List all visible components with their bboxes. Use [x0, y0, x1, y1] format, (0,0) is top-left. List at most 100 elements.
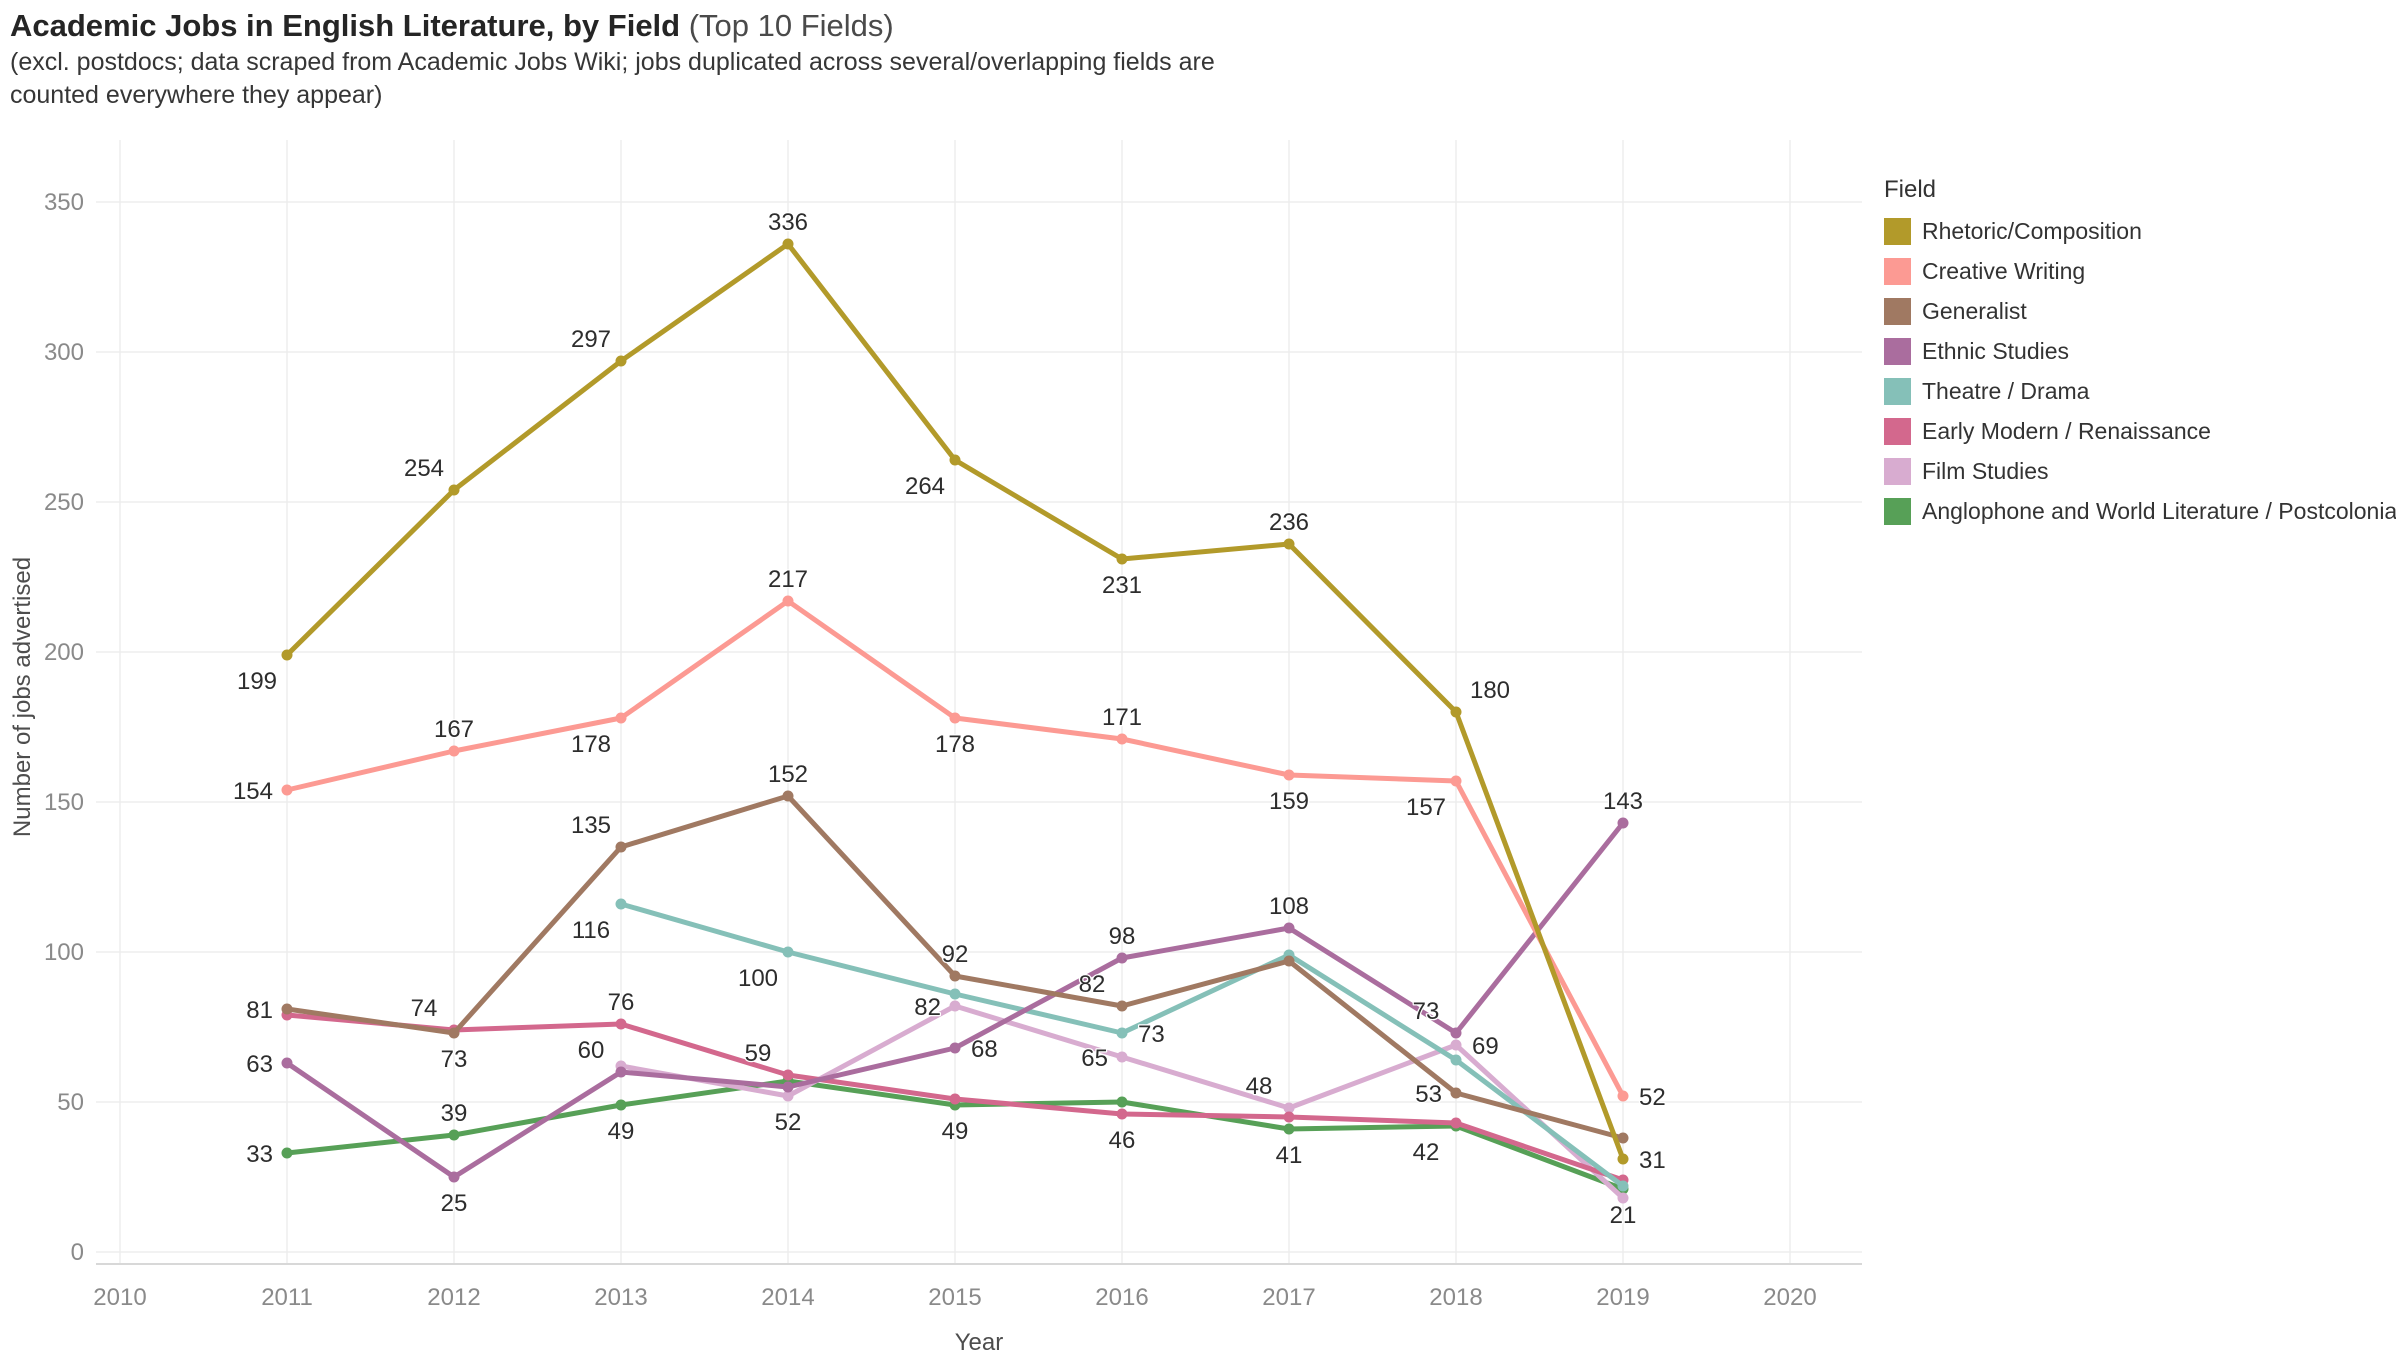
- data-point[interactable]: [949, 712, 961, 724]
- data-point[interactable]: [782, 1081, 794, 1093]
- data-label: 159: [1269, 788, 1309, 815]
- data-label: 49: [608, 1118, 635, 1145]
- data-point[interactable]: [1116, 1108, 1128, 1120]
- legend-item[interactable]: Film Studies: [1884, 458, 2394, 485]
- data-point[interactable]: [1116, 1096, 1128, 1108]
- data-label: 63: [246, 1051, 273, 1078]
- data-point[interactable]: [1450, 1054, 1462, 1066]
- y-tick-label: 200: [44, 639, 84, 666]
- data-point[interactable]: [281, 1057, 293, 1069]
- data-point[interactable]: [1450, 1027, 1462, 1039]
- data-label: 31: [1639, 1147, 1666, 1174]
- legend-item[interactable]: Anglophone and World Literature / Postco…: [1884, 498, 2396, 525]
- legend-item[interactable]: Theatre / Drama: [1884, 378, 2394, 405]
- data-point[interactable]: [1450, 775, 1462, 787]
- data-point[interactable]: [281, 784, 293, 796]
- data-point[interactable]: [1283, 1123, 1295, 1135]
- data-point[interactable]: [949, 970, 961, 982]
- data-point[interactable]: [281, 649, 293, 661]
- x-tick-label: 2011: [261, 1284, 313, 1311]
- data-label: 52: [1639, 1084, 1666, 1111]
- data-point[interactable]: [1116, 1000, 1128, 1012]
- data-label: 143: [1603, 788, 1643, 815]
- legend-swatch-icon: [1884, 338, 1911, 365]
- data-point[interactable]: [1116, 1027, 1128, 1039]
- x-tick-label: 2013: [594, 1284, 647, 1311]
- x-tick-label: 2019: [1596, 1284, 1649, 1311]
- data-label: 108: [1269, 893, 1309, 920]
- data-point[interactable]: [448, 1129, 460, 1141]
- data-point[interactable]: [615, 898, 627, 910]
- data-label: 336: [768, 209, 808, 236]
- data-point[interactable]: [448, 1171, 460, 1183]
- data-label: 41: [1276, 1142, 1303, 1169]
- y-tick-label: 150: [44, 789, 84, 816]
- data-point[interactable]: [782, 238, 794, 250]
- data-point[interactable]: [1617, 817, 1629, 829]
- data-point[interactable]: [1617, 1153, 1629, 1165]
- legend-item[interactable]: Early Modern / Renaissance: [1884, 418, 2394, 445]
- legend-item[interactable]: Ethnic Studies: [1884, 338, 2394, 365]
- data-point[interactable]: [615, 1099, 627, 1111]
- data-point[interactable]: [1116, 952, 1128, 964]
- legend-item[interactable]: Generalist: [1884, 298, 2394, 325]
- legend-item[interactable]: Rhetoric/Composition: [1884, 218, 2394, 245]
- data-point[interactable]: [615, 841, 627, 853]
- data-point[interactable]: [1283, 538, 1295, 550]
- data-point[interactable]: [1283, 922, 1295, 934]
- legend-item[interactable]: Creative Writing: [1884, 258, 2394, 285]
- data-label: 217: [768, 566, 808, 593]
- data-point[interactable]: [1283, 1102, 1295, 1114]
- data-label: 157: [1406, 794, 1446, 821]
- data-point[interactable]: [448, 484, 460, 496]
- data-point[interactable]: [782, 790, 794, 802]
- data-point[interactable]: [1283, 1111, 1295, 1123]
- data-point[interactable]: [949, 1042, 961, 1054]
- data-point[interactable]: [281, 1003, 293, 1015]
- data-point[interactable]: [1450, 1087, 1462, 1099]
- y-tick-label: 300: [44, 339, 84, 366]
- data-point[interactable]: [949, 1093, 961, 1105]
- data-point[interactable]: [949, 454, 961, 466]
- data-point[interactable]: [615, 712, 627, 724]
- data-point[interactable]: [1283, 955, 1295, 967]
- data-point[interactable]: [1617, 1180, 1629, 1192]
- data-point[interactable]: [448, 745, 460, 757]
- data-point[interactable]: [782, 1069, 794, 1081]
- data-label: 46: [1109, 1127, 1136, 1154]
- data-point[interactable]: [1116, 553, 1128, 565]
- data-point[interactable]: [448, 1027, 460, 1039]
- data-point[interactable]: [949, 988, 961, 1000]
- data-point[interactable]: [615, 1018, 627, 1030]
- data-point[interactable]: [1617, 1192, 1629, 1204]
- data-label: 21: [1610, 1202, 1637, 1229]
- data-label: 60: [578, 1037, 605, 1064]
- data-point[interactable]: [1450, 706, 1462, 718]
- data-point[interactable]: [615, 355, 627, 367]
- data-point[interactable]: [1617, 1132, 1629, 1144]
- data-point[interactable]: [1617, 1090, 1629, 1102]
- data-point[interactable]: [281, 1147, 293, 1159]
- data-label: 152: [768, 761, 808, 788]
- data-point[interactable]: [1283, 769, 1295, 781]
- chart-title: Academic Jobs in English Literature, by …: [10, 8, 681, 43]
- data-label: 73: [1138, 1021, 1165, 1048]
- data-point[interactable]: [949, 1000, 961, 1012]
- data-point[interactable]: [1450, 1117, 1462, 1129]
- data-point[interactable]: [1450, 1039, 1462, 1051]
- data-point[interactable]: [1116, 733, 1128, 745]
- page-title: Academic Jobs in English Literature, by …: [10, 6, 1215, 46]
- data-label: 297: [571, 326, 611, 353]
- legend-swatch-icon: [1884, 498, 1911, 525]
- data-point[interactable]: [782, 946, 794, 958]
- legend-item-label: Early Modern / Renaissance: [1922, 418, 2211, 444]
- data-label: 178: [935, 731, 975, 758]
- data-point[interactable]: [615, 1066, 627, 1078]
- chart-title-suffix: (Top 10 Fields): [680, 8, 894, 43]
- data-point[interactable]: [782, 1090, 794, 1102]
- data-point[interactable]: [1116, 1051, 1128, 1063]
- x-tick-label: 2016: [1095, 1284, 1148, 1311]
- data-label: 33: [246, 1141, 273, 1168]
- data-point[interactable]: [782, 595, 794, 607]
